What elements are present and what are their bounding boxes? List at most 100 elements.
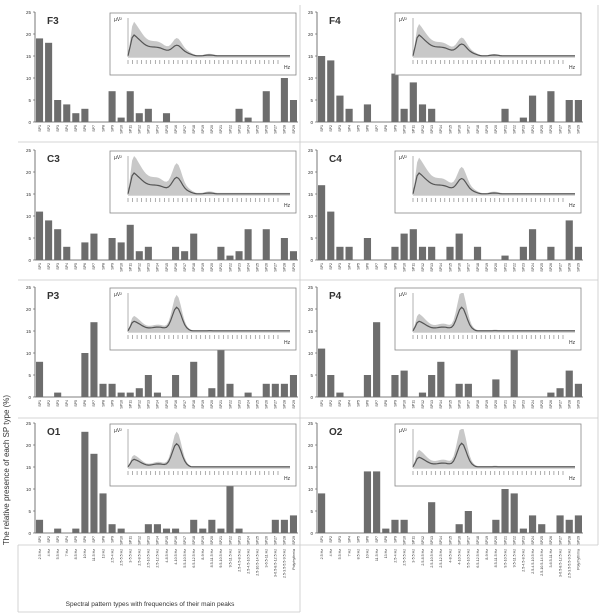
bar-sp9 (108, 91, 116, 122)
x-tick-label: SP4 (347, 400, 351, 407)
bar-sp13 (428, 375, 436, 397)
y-tick-label: 10 (308, 214, 314, 219)
y-tick-label: 10 (308, 487, 314, 492)
x-tick-label: SP21 (219, 263, 223, 272)
x-tick-label: SP8 (384, 125, 388, 132)
panel-title: O1 (47, 427, 61, 438)
x-tick-label: SP14 (156, 400, 160, 409)
peak-frequency-label: 5.5 Hz (56, 549, 60, 560)
x-tick-label: SP25 (255, 263, 259, 272)
bar-sp10 (400, 108, 408, 122)
bar-sp12 (418, 104, 427, 122)
inset-x-label: Hz (284, 65, 291, 71)
peak-frequency-label: Polyrhythmia (577, 549, 581, 570)
inset-variance-band (413, 24, 575, 57)
x-tick-label: SP1 (320, 263, 324, 270)
peak-frequency-label: 3-6.5-8.5-12.5 Hz (274, 549, 278, 577)
x-tick-label: SP28 (283, 400, 287, 409)
x-tick-label: SP19 (485, 536, 489, 545)
x-tick-label: SP6 (83, 125, 87, 132)
y-tick-label: 15 (308, 192, 314, 197)
bar-sp6 (81, 431, 89, 533)
bar-sp8 (99, 493, 107, 533)
bar-sp14 (153, 524, 161, 533)
bar-sp21 (501, 489, 509, 533)
x-tick-label: SP14 (439, 536, 443, 545)
peak-frequency-label: 8.5-11.5 Hz (210, 549, 214, 568)
x-tick-label: SP26 (549, 536, 553, 545)
peak-frequency-label: 2.5-4.5-10.5 Hz (531, 549, 535, 574)
peak-frequency-label: 2.5-4 Hz (393, 549, 397, 563)
inset-y-label: µV² (399, 155, 407, 161)
inset-spectrum: µV² Hz (394, 150, 582, 214)
y-tick-label: 15 (26, 54, 32, 59)
bar-sp28 (280, 78, 288, 122)
peak-frequency-label: 13 Hz (101, 549, 105, 559)
y-tick-label: 5 (28, 236, 31, 241)
x-tick-label: SP9 (110, 536, 114, 543)
bar-sp6 (363, 104, 372, 122)
bar-sp1 (318, 348, 326, 397)
x-tick-label: SP3 (56, 125, 60, 132)
bar-sp7 (90, 322, 98, 397)
x-tick-label: SP19 (485, 125, 489, 134)
bar-sp6 (81, 242, 89, 260)
bar-sp13 (428, 246, 436, 260)
inset-frame (109, 423, 297, 487)
bar-sp18 (473, 246, 482, 260)
x-tick-label: SP24 (531, 263, 535, 272)
bar-sp26 (262, 383, 270, 397)
peak-frequency-label: 8.5 Hz (357, 549, 361, 560)
bar-sp22 (226, 383, 234, 397)
bar-sp29 (574, 515, 582, 533)
y-tick-label: 25 (308, 148, 314, 153)
x-tick-label: SP7 (92, 400, 96, 407)
x-tick-label: SP22 (513, 536, 517, 545)
x-tick-label: SP12 (421, 536, 425, 545)
bar-sp20 (208, 519, 216, 533)
peak-frequency-label: 11.5 Hz (375, 549, 379, 561)
x-tick-label: SP22 (228, 536, 232, 545)
bar-sp9 (391, 519, 399, 533)
x-tick-label: SP26 (549, 125, 553, 134)
x-tick-label: SP20 (210, 536, 214, 545)
x-tick-label: SP28 (283, 536, 287, 545)
y-tick-label: 15 (308, 329, 314, 334)
x-tick-label: SP27 (558, 400, 562, 409)
peak-frequency-label: 2.5 Hz (320, 549, 324, 560)
y-tick-label: 0 (310, 395, 313, 400)
bar-sp1 (36, 519, 44, 533)
inset-mean-line (412, 442, 575, 468)
x-tick-label: SP14 (439, 125, 443, 134)
x-tick-label: SP19 (485, 263, 489, 272)
x-tick-label: SP3 (338, 125, 342, 132)
x-tick-label: SP6 (366, 536, 370, 543)
peak-frequency-label: 8-9 Hz (201, 549, 205, 560)
x-tick-label: SP23 (237, 536, 241, 545)
inset-variance-band (128, 431, 290, 468)
x-tick-label: SP17 (183, 125, 187, 134)
x-tick-label: SP2 (47, 536, 51, 543)
x-tick-label: SP11 (412, 263, 416, 272)
inset-y-label: µV² (114, 428, 122, 434)
x-tick-label: SP16 (174, 263, 178, 272)
inset-spectrum: µV² Hz (394, 12, 582, 76)
x-tick-label: SP16 (174, 400, 178, 409)
x-tick-label: SP27 (558, 536, 562, 545)
x-tick-label: SP18 (476, 125, 480, 134)
bar-sp1 (36, 211, 44, 260)
bar-sp13 (144, 108, 152, 122)
panel-p3: 0 5 10 15 20 25 P3 SP1 SP2 SP3 SP4 SP5 SP6 SP7 SP8 SP9 S… (26, 285, 298, 409)
bar-sp1 (36, 38, 44, 122)
bar-sp2 (327, 211, 335, 260)
x-tick-label: SP13 (147, 536, 151, 545)
x-tick-label: SP15 (448, 263, 452, 272)
inset-frame (109, 287, 297, 351)
bar-sp1 (318, 56, 326, 122)
bar-sp28 (280, 519, 288, 533)
x-tick-label: SP1 (38, 400, 42, 407)
x-tick-label: SP25 (540, 536, 544, 545)
bar-sp2 (45, 42, 53, 122)
panel-c4: 0 5 10 15 20 25 C4 SP1 SP2 SP3 SP4 SP5 SP6 SP7 SP8 SP9 S… (308, 148, 583, 272)
x-tick-label: SP25 (540, 400, 544, 409)
